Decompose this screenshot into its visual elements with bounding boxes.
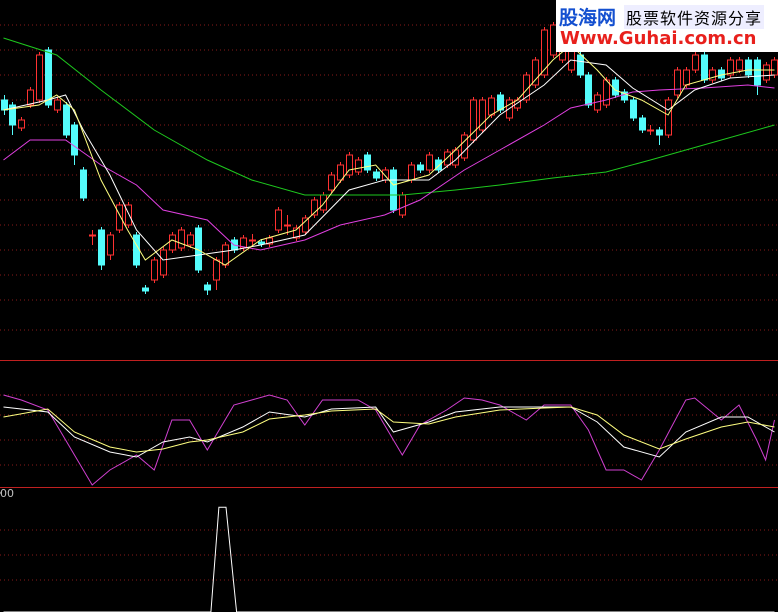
candle-body	[771, 59, 778, 76]
candle-body	[674, 69, 681, 96]
candle-body	[665, 99, 672, 136]
candle-body	[328, 174, 335, 191]
candle-body	[408, 164, 415, 181]
candle-body	[71, 124, 78, 156]
candle-body	[399, 194, 406, 216]
candle-body	[98, 229, 105, 266]
candle-body	[133, 234, 140, 266]
candle-body	[435, 159, 442, 171]
indicator-line	[3, 44, 775, 266]
candle-body	[479, 99, 486, 131]
site-name: 股海网	[559, 7, 617, 29]
candle-body	[178, 229, 185, 249]
candle-body	[364, 154, 371, 171]
candle-body	[337, 164, 344, 181]
grid	[0, 24, 778, 581]
candle-body	[727, 59, 734, 76]
candle-body	[54, 99, 61, 111]
indicator-line	[3, 506, 775, 612]
candle-body	[718, 69, 725, 79]
candle-body	[258, 241, 265, 245]
indicator-line	[3, 84, 775, 251]
candle-body	[621, 91, 628, 101]
candle-body	[125, 204, 132, 226]
candle-body	[1, 99, 8, 111]
candle-body	[470, 99, 477, 141]
candle-body	[656, 129, 663, 136]
candle-body	[647, 129, 654, 132]
candle-body	[488, 97, 495, 116]
indicator-line	[3, 37, 775, 196]
candle-body	[36, 54, 43, 101]
indicator-line	[3, 394, 775, 486]
candle-body	[541, 29, 548, 76]
candle-body	[709, 69, 716, 81]
candle-body	[585, 74, 592, 106]
candle-body	[89, 234, 96, 237]
candle-body	[373, 171, 380, 179]
candle-body	[577, 54, 584, 76]
candle-body	[169, 234, 176, 251]
candle-body	[630, 99, 637, 119]
candle-body	[603, 79, 610, 106]
site-url: Www.Guhai.com.cn	[560, 28, 757, 49]
candle-body	[18, 119, 25, 129]
candle-body	[249, 239, 256, 242]
candle-body	[532, 59, 539, 86]
candle-body	[107, 234, 114, 256]
candle-body	[27, 89, 34, 106]
site-slogan: 股票软件资源分享	[624, 5, 765, 29]
candle-body	[497, 94, 504, 111]
candle-body	[142, 287, 149, 292]
candle-body	[45, 49, 52, 106]
candle-body	[763, 64, 770, 81]
candle-body	[116, 204, 123, 231]
candle-body	[390, 169, 397, 211]
candle-body	[284, 224, 291, 227]
candle-body	[160, 249, 167, 276]
y-tick-label: 00	[0, 487, 14, 500]
candle-body	[444, 151, 451, 166]
candle-body	[754, 59, 761, 86]
candle-body	[692, 54, 699, 71]
candle-body	[701, 54, 708, 81]
candle-body	[80, 169, 87, 199]
candle-body	[63, 104, 70, 136]
indicator-line	[3, 406, 775, 453]
candle-body	[320, 194, 327, 211]
candle-body	[346, 154, 353, 176]
candle-body	[293, 227, 300, 239]
candle-body	[461, 134, 468, 159]
candle-body	[417, 164, 424, 171]
candle-body	[523, 74, 530, 101]
candle-body	[426, 154, 433, 171]
watermark: 股海网 股票软件资源分享 Www.Guhai.com.cn	[556, 0, 778, 52]
candle-body	[302, 217, 309, 233]
candle-body	[275, 209, 282, 231]
candle-body	[9, 104, 16, 126]
candle-body	[204, 284, 211, 291]
candle-body	[745, 59, 752, 76]
indicator-line	[3, 59, 775, 261]
candle-body	[683, 69, 690, 86]
candle-body	[213, 259, 220, 281]
candle-body	[355, 159, 362, 173]
candle-body	[222, 244, 229, 266]
candle-body	[151, 259, 158, 281]
indicator-line	[3, 406, 775, 458]
candle-body	[187, 234, 194, 246]
candle-body	[311, 199, 318, 216]
candle-body	[639, 117, 646, 131]
candle-body	[266, 237, 273, 245]
candle-body	[736, 59, 743, 71]
